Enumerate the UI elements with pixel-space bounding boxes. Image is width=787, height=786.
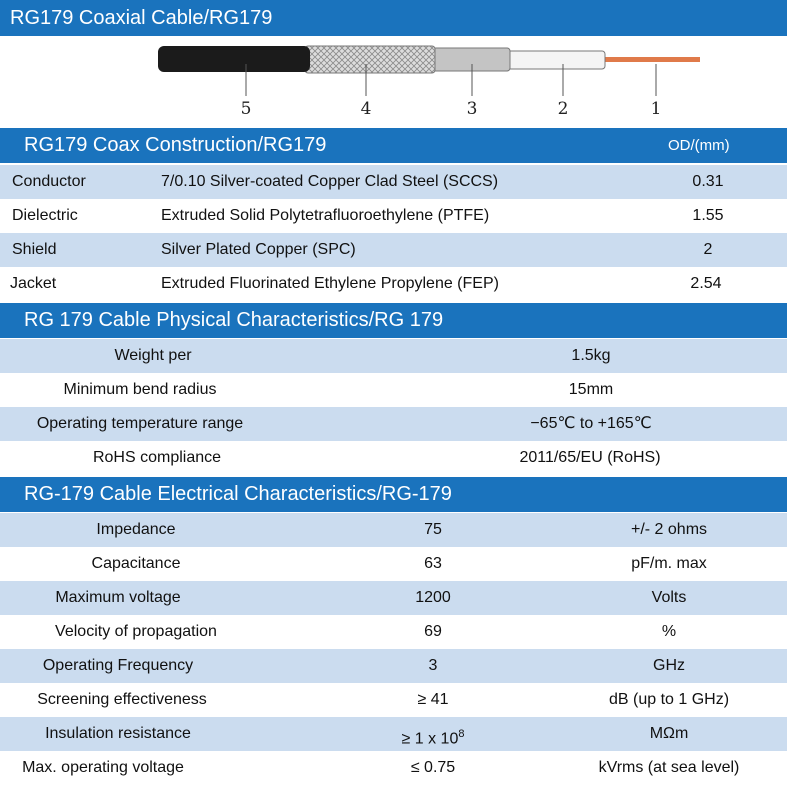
construction-header: RG179 Coax Construction/RG179 OD/(mm) xyxy=(0,128,787,163)
physical-header: RG 179 Cable Physical Characteristics/RG… xyxy=(0,303,787,338)
electrical-row: Impedance 75 +/- 2 ohms xyxy=(0,513,787,547)
conductor-layer xyxy=(600,57,700,62)
construction-row: Jacket Extruded Fluorinated Ethylene Pro… xyxy=(0,267,787,301)
spec-unit: MΩm xyxy=(649,725,689,742)
cable-diagram: 5 4 3 2 1 xyxy=(0,36,787,126)
electrical-row: Maximum voltage 1200 Volts xyxy=(0,581,787,615)
electrical-row: Capacitance 63 pF/m. max xyxy=(0,547,787,581)
spec-unit: Volts xyxy=(651,589,687,606)
electrical-row: Velocity of propagation 69 % xyxy=(0,615,787,649)
property-name: Operating temperature range xyxy=(36,415,244,432)
part-material: Extruded Fluorinated Ethylene Propylene … xyxy=(161,275,499,292)
part-od: 0.31 xyxy=(692,173,724,190)
physical-row: RoHS compliance 2011/65/EU (RoHS) xyxy=(0,441,787,475)
spec-name: Max. operating voltage xyxy=(22,759,184,776)
insulation-layer xyxy=(504,50,606,70)
spec-value: 63 xyxy=(424,555,442,572)
spec-value: 69 xyxy=(424,623,442,640)
spec-name: Velocity of propagation xyxy=(55,623,217,640)
property-value: 15mm xyxy=(568,381,614,398)
electrical-row: Screening effectiveness ≥ 41 dB (up to 1… xyxy=(0,683,787,717)
spec-value: 3 xyxy=(428,657,438,674)
construction-row: Conductor 7/0.10 Silver-coated Copper Cl… xyxy=(0,165,787,199)
spec-value-exponent: 8 xyxy=(458,728,465,740)
spec-name: Maximum voltage xyxy=(55,589,181,606)
cable-illustration: 5 4 3 2 1 xyxy=(158,45,700,119)
construction-heading: RG179 Coax Construction/RG179 xyxy=(24,134,327,156)
layer-label-3: 3 xyxy=(467,99,478,119)
spec-unit: GHz xyxy=(653,657,685,674)
braid-layer xyxy=(304,45,436,74)
od-column-label: OD/(mm) xyxy=(668,137,730,154)
spec-unit: dB (up to 1 GHz) xyxy=(608,691,730,708)
property-name: RoHS compliance xyxy=(92,449,222,466)
physical-row: Operating temperature range −65℃ to +165… xyxy=(0,407,787,441)
spec-name: Insulation resistance xyxy=(45,725,191,742)
layer-label-5: 5 xyxy=(241,99,252,119)
spec-unit: +/- 2 ohms xyxy=(630,521,708,538)
electrical-row: Insulation resistance ≥ 1 x 108 MΩm xyxy=(0,717,787,751)
property-value: 2011/65/EU (RoHS) xyxy=(519,449,661,466)
part-od: 1.55 xyxy=(692,207,724,224)
property-name: Minimum bend radius xyxy=(63,381,217,398)
part-name: Shield xyxy=(12,241,57,258)
spec-value-base: ≥ 1 x 10 xyxy=(401,730,459,748)
spec-unit: kVrms (at sea level) xyxy=(598,759,740,776)
part-name: Dielectric xyxy=(12,207,78,224)
electrical-heading: RG-179 Cable Electrical Characteristics/… xyxy=(24,483,452,505)
spec-unit: % xyxy=(661,623,677,640)
layer-label-4: 4 xyxy=(361,99,372,119)
part-material: Extruded Solid Polytetrafluoroethylene (… xyxy=(161,207,490,224)
part-od: 2.54 xyxy=(690,275,722,292)
spec-name: Impedance xyxy=(96,521,176,538)
page-title-bar: RG179 Coaxial Cable/RG179 xyxy=(0,0,787,36)
physical-row: Weight per 1.5kg xyxy=(0,339,787,373)
part-name: Jacket xyxy=(10,275,57,292)
spec-value: ≤ 0.75 xyxy=(410,759,456,776)
layer-label-1: 1 xyxy=(651,99,662,119)
property-value: 1.5kg xyxy=(571,347,611,364)
spec-value: ≥ 41 xyxy=(417,691,449,708)
spec-value: ≥ 1 x 108 xyxy=(402,717,465,751)
part-name: Conductor xyxy=(12,173,86,190)
spec-value: 1200 xyxy=(415,589,451,606)
spec-value: 75 xyxy=(424,521,442,538)
construction-row: Shield Silver Plated Copper (SPC) 2 xyxy=(0,233,787,267)
jacket-layer xyxy=(158,46,310,72)
property-name: Weight per xyxy=(114,347,192,364)
electrical-header: RG-179 Cable Electrical Characteristics/… xyxy=(0,477,787,512)
property-value: −65℃ to +165℃ xyxy=(530,415,652,432)
part-od: 2 xyxy=(703,241,713,258)
construction-row: Dielectric Extruded Solid Polytetrafluor… xyxy=(0,199,787,233)
spec-unit: pF/m. max xyxy=(631,555,707,572)
spec-name: Operating Frequency xyxy=(42,657,194,674)
part-material: Silver Plated Copper (SPC) xyxy=(161,241,356,258)
electrical-row: Operating Frequency 3 GHz xyxy=(0,649,787,683)
spec-name: Screening effectiveness xyxy=(37,691,207,708)
electrical-row: Max. operating voltage ≤ 0.75 kVrms (at … xyxy=(0,751,787,785)
page-title: RG179 Coaxial Cable/RG179 xyxy=(10,6,273,29)
physical-heading: RG 179 Cable Physical Characteristics/RG… xyxy=(24,309,444,331)
part-material: 7/0.10 Silver-coated Copper Clad Steel (… xyxy=(161,173,499,190)
spec-name: Capacitance xyxy=(91,555,181,572)
layer-label-2: 2 xyxy=(558,99,569,119)
dielectric-layer xyxy=(429,47,511,72)
physical-row: Minimum bend radius 15mm xyxy=(0,373,787,407)
